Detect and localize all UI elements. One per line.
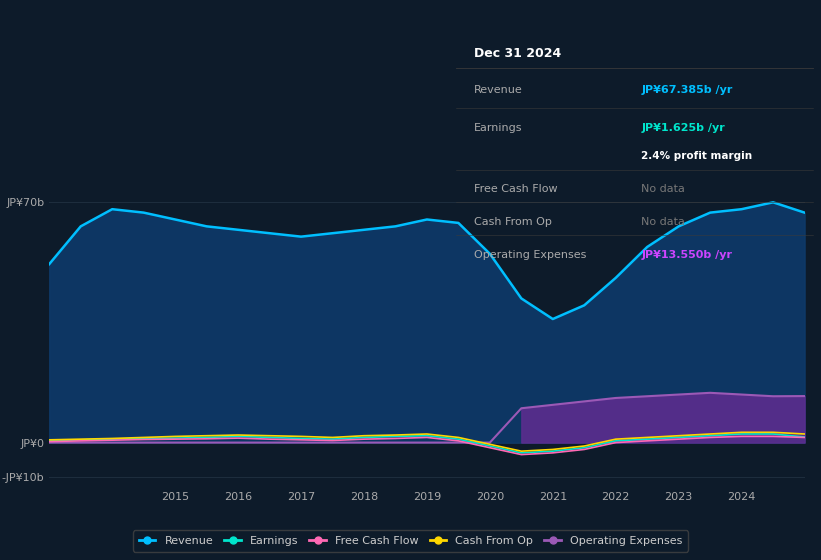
Text: Free Cash Flow: Free Cash Flow <box>474 184 557 194</box>
Text: Cash From Op: Cash From Op <box>474 217 552 227</box>
Text: No data: No data <box>641 184 686 194</box>
Text: Revenue: Revenue <box>474 85 522 95</box>
Text: 2.4% profit margin: 2.4% profit margin <box>641 151 753 161</box>
Text: Dec 31 2024: Dec 31 2024 <box>474 47 561 60</box>
Text: Operating Expenses: Operating Expenses <box>474 250 586 259</box>
Text: No data: No data <box>641 217 686 227</box>
Text: JP¥1.625b /yr: JP¥1.625b /yr <box>641 123 725 133</box>
Legend: Revenue, Earnings, Free Cash Flow, Cash From Op, Operating Expenses: Revenue, Earnings, Free Cash Flow, Cash … <box>133 530 688 552</box>
Text: JP¥13.550b /yr: JP¥13.550b /yr <box>641 250 732 259</box>
Text: Earnings: Earnings <box>474 123 522 133</box>
Text: JP¥67.385b /yr: JP¥67.385b /yr <box>641 85 732 95</box>
